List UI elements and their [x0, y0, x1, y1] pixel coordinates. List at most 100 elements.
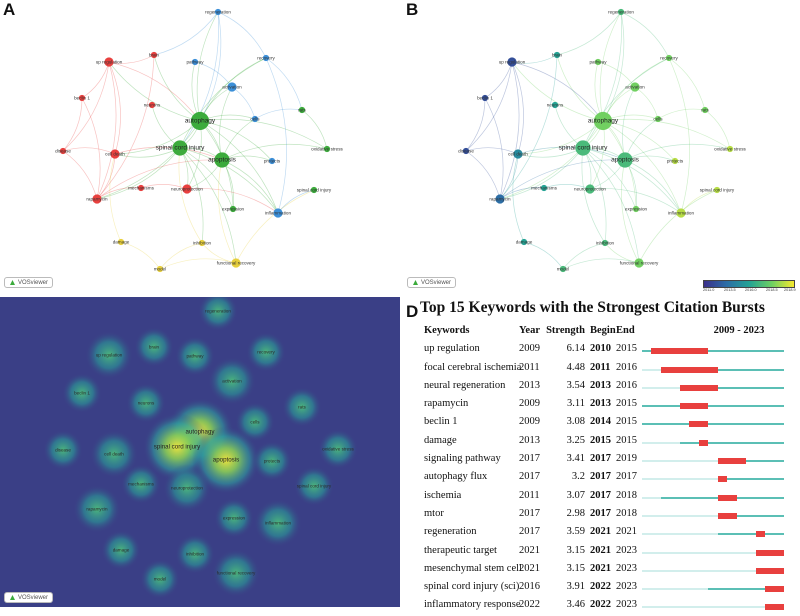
- network-node-label: inhibition: [193, 241, 212, 246]
- density-label: regeneration: [205, 309, 231, 314]
- density-label: inhibition: [186, 552, 205, 557]
- burst-begin: 2017: [590, 489, 611, 501]
- density-label: apoptosis: [213, 457, 240, 464]
- network-node[interactable]: [634, 258, 644, 268]
- burst-strength: 4.48: [566, 361, 585, 373]
- network-node[interactable]: [190, 111, 210, 131]
- network-node[interactable]: [268, 157, 276, 165]
- network-node[interactable]: [310, 186, 318, 194]
- network-node[interactable]: [137, 184, 145, 192]
- network-node[interactable]: [601, 239, 609, 247]
- burst-begin: 2017: [590, 471, 611, 483]
- network-node[interactable]: [551, 101, 559, 109]
- density-blob: [192, 426, 260, 494]
- burst-end: 2016: [616, 361, 637, 373]
- network-node[interactable]: [594, 58, 602, 66]
- network-node-label: inflammation: [668, 211, 694, 216]
- burst-keyword: damage: [424, 434, 457, 446]
- network-node-label: neuroprotection: [171, 187, 203, 192]
- network-node[interactable]: [214, 152, 230, 168]
- burst-begin: 2021: [590, 562, 611, 574]
- network-node[interactable]: [495, 194, 505, 204]
- network-node[interactable]: [92, 194, 102, 204]
- network-node[interactable]: [630, 82, 640, 92]
- density-label: cell death: [104, 452, 124, 457]
- network-node[interactable]: [513, 149, 523, 159]
- network-node[interactable]: [78, 94, 86, 102]
- burst-begin: 2021: [590, 526, 611, 538]
- network-node[interactable]: [726, 145, 734, 153]
- network-edge: [602, 120, 682, 214]
- network-node[interactable]: [156, 265, 164, 273]
- network-node[interactable]: [251, 115, 259, 123]
- network-node[interactable]: [148, 101, 156, 109]
- network-node[interactable]: [713, 186, 721, 194]
- timeline-inactive: [642, 588, 709, 591]
- burst-begin: 2014: [590, 416, 611, 428]
- network-node[interactable]: [229, 205, 237, 213]
- network-node[interactable]: [59, 147, 67, 155]
- panel-b-network: regeneration brain recovery up regulation pa…: [403, 0, 800, 292]
- network-node[interactable]: [665, 54, 673, 62]
- network-node[interactable]: [701, 106, 709, 114]
- header-keywords: Keywords: [424, 325, 470, 336]
- header-year: Year: [519, 325, 540, 336]
- density-blob: [140, 559, 180, 599]
- network-node[interactable]: [172, 140, 188, 156]
- network-edge: [484, 61, 513, 99]
- network-node[interactable]: [575, 140, 591, 156]
- network-edge: [465, 97, 486, 152]
- density-label: neurons: [138, 401, 155, 406]
- network-node[interactable]: [617, 8, 625, 16]
- network-node-label: oxidative stress: [714, 147, 746, 152]
- network-node[interactable]: [654, 115, 662, 123]
- network-node[interactable]: [593, 111, 613, 131]
- network-node-label: pathway: [186, 60, 204, 65]
- network-node[interactable]: [110, 149, 120, 159]
- network-node[interactable]: [227, 82, 237, 92]
- network-node-label: mechanisms: [128, 186, 154, 191]
- network-edge: [179, 57, 267, 149]
- network-node[interactable]: [182, 184, 192, 194]
- network-node[interactable]: [117, 238, 125, 246]
- network-node[interactable]: [585, 184, 595, 194]
- network-node[interactable]: [104, 57, 114, 67]
- network-node[interactable]: [540, 184, 548, 192]
- network-node[interactable]: [198, 239, 206, 247]
- network-node[interactable]: [632, 205, 640, 213]
- network-node[interactable]: [214, 8, 222, 16]
- network-edge: [465, 61, 513, 152]
- network-node[interactable]: [559, 265, 567, 273]
- burst-begin: 2017: [590, 507, 611, 519]
- density-blob: [126, 383, 166, 423]
- network-edge: [186, 188, 279, 214]
- timeline-active: [765, 533, 784, 536]
- network-edge: [196, 11, 219, 122]
- network-node[interactable]: [507, 57, 517, 67]
- network-node[interactable]: [231, 258, 241, 268]
- burst-end: 2023: [616, 562, 637, 574]
- network-node-label: spinal cord injury: [700, 188, 735, 193]
- network-node[interactable]: [262, 54, 270, 62]
- network-node[interactable]: [671, 157, 679, 165]
- network-node[interactable]: [617, 152, 633, 168]
- density-label: autophagy: [186, 429, 216, 436]
- network-node[interactable]: [273, 208, 283, 218]
- timeline-inactive: [642, 368, 661, 371]
- network-node-label: autophagy: [588, 118, 619, 125]
- network-node[interactable]: [298, 106, 306, 114]
- network-node[interactable]: [323, 145, 331, 153]
- network-node-label: cell death: [508, 152, 528, 157]
- network-node[interactable]: [150, 51, 158, 59]
- density-blob: [73, 485, 121, 533]
- network-node[interactable]: [191, 58, 199, 66]
- network-node[interactable]: [520, 238, 528, 246]
- network-node[interactable]: [553, 51, 561, 59]
- network-node[interactable]: [462, 147, 470, 155]
- density-blob: [163, 464, 211, 512]
- network-node-label: inhibition: [596, 241, 615, 246]
- network-node[interactable]: [481, 94, 489, 102]
- network-edge: [96, 159, 223, 200]
- network-edge: [277, 189, 315, 214]
- network-node[interactable]: [676, 208, 686, 218]
